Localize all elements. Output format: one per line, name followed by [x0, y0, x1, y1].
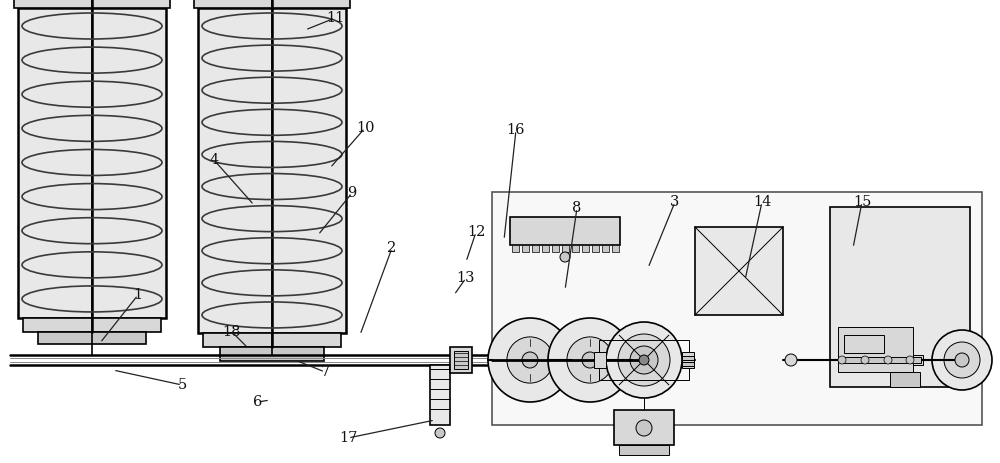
- Bar: [682, 362, 694, 366]
- Text: 1: 1: [133, 288, 143, 302]
- Circle shape: [630, 346, 658, 374]
- Circle shape: [636, 420, 652, 436]
- Bar: [838, 355, 923, 365]
- Circle shape: [906, 356, 914, 364]
- Bar: [594, 352, 606, 368]
- Bar: [572, 245, 579, 252]
- Circle shape: [618, 334, 670, 386]
- Bar: [450, 347, 472, 373]
- Circle shape: [582, 352, 598, 368]
- Bar: [844, 335, 884, 353]
- Bar: [599, 340, 689, 380]
- Text: 2: 2: [387, 241, 397, 255]
- Text: 13: 13: [457, 271, 475, 285]
- Bar: [682, 356, 694, 360]
- Circle shape: [548, 318, 632, 402]
- Circle shape: [488, 318, 572, 402]
- Bar: [612, 245, 619, 252]
- Bar: [890, 372, 920, 387]
- Text: 7: 7: [320, 365, 330, 379]
- Bar: [454, 351, 468, 369]
- Bar: [38, 332, 146, 344]
- Bar: [430, 365, 450, 425]
- Circle shape: [522, 352, 538, 368]
- Bar: [522, 245, 529, 252]
- Circle shape: [560, 252, 570, 262]
- Text: 18: 18: [223, 325, 241, 339]
- Bar: [682, 352, 694, 368]
- Circle shape: [606, 322, 682, 398]
- Bar: [510, 217, 620, 245]
- Text: 17: 17: [339, 431, 357, 445]
- Bar: [492, 192, 982, 425]
- Bar: [695, 227, 783, 315]
- Text: 9: 9: [347, 186, 357, 200]
- Text: 10: 10: [356, 121, 374, 135]
- Circle shape: [567, 337, 613, 383]
- Bar: [582, 245, 589, 252]
- Circle shape: [944, 342, 980, 378]
- Bar: [552, 245, 559, 252]
- Circle shape: [838, 356, 846, 364]
- Bar: [18, 8, 166, 318]
- Bar: [602, 245, 609, 252]
- Bar: [542, 245, 549, 252]
- Bar: [532, 245, 539, 252]
- Text: 3: 3: [670, 195, 680, 209]
- Bar: [840, 357, 921, 363]
- Bar: [198, 8, 346, 333]
- Circle shape: [955, 353, 969, 367]
- Bar: [838, 327, 913, 372]
- Bar: [194, 0, 350, 8]
- Text: 6: 6: [253, 395, 263, 409]
- Text: 15: 15: [853, 195, 871, 209]
- Circle shape: [932, 330, 992, 390]
- Bar: [512, 245, 519, 252]
- Bar: [220, 347, 324, 361]
- Bar: [23, 318, 161, 332]
- Circle shape: [861, 356, 869, 364]
- Text: 4: 4: [209, 153, 219, 167]
- Bar: [203, 333, 341, 347]
- Bar: [619, 445, 669, 455]
- Text: 12: 12: [467, 225, 485, 239]
- Bar: [14, 0, 170, 8]
- Circle shape: [785, 354, 797, 366]
- Circle shape: [507, 337, 553, 383]
- Text: 8: 8: [572, 201, 582, 215]
- Bar: [562, 245, 569, 252]
- Circle shape: [435, 428, 445, 438]
- Bar: [592, 245, 599, 252]
- Text: 5: 5: [177, 378, 187, 392]
- Circle shape: [884, 356, 892, 364]
- Text: 14: 14: [753, 195, 771, 209]
- Bar: [830, 207, 970, 387]
- Circle shape: [639, 355, 649, 365]
- Bar: [614, 410, 674, 445]
- Text: 11: 11: [326, 11, 344, 25]
- Text: 16: 16: [507, 123, 525, 137]
